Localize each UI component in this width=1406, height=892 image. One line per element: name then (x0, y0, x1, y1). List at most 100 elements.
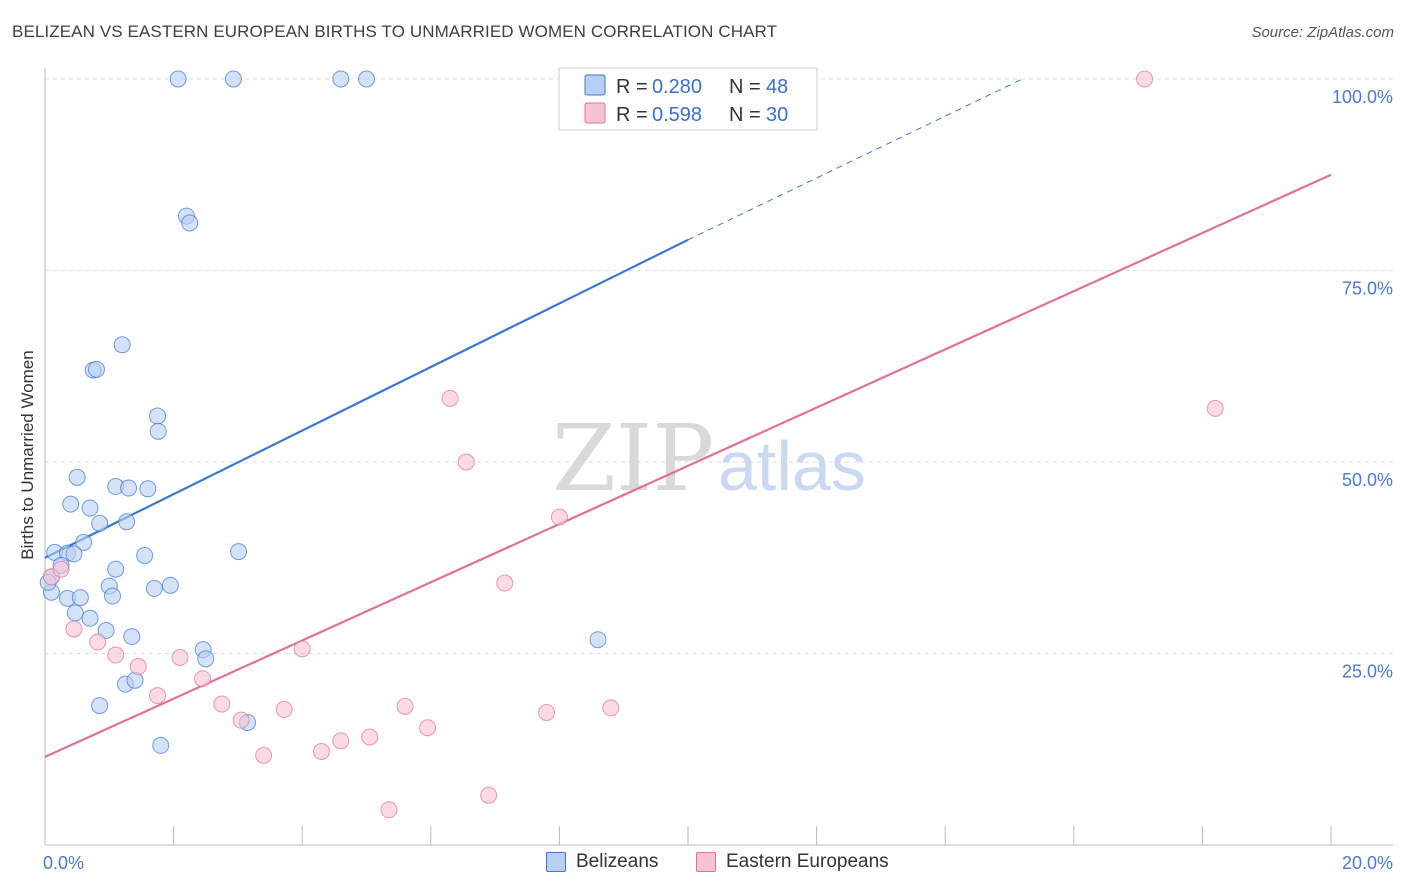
grid-lines (45, 78, 1393, 654)
axes (44, 68, 1393, 846)
eastern-european-point[interactable] (107, 646, 125, 664)
trend-line (44, 238, 689, 559)
x-tick-label: 0.0% (43, 853, 84, 873)
belizean-point[interactable] (97, 622, 115, 640)
eastern-european-point[interactable] (1206, 399, 1224, 417)
eastern-european-point[interactable] (312, 743, 330, 761)
eastern-european-point[interactable] (194, 670, 212, 688)
y-tick-label: 75.0% (1342, 279, 1393, 299)
belizean-point[interactable] (81, 609, 99, 627)
belizean-point[interactable] (126, 671, 144, 689)
eastern-european-point[interactable] (602, 699, 620, 717)
belizean-point[interactable] (332, 70, 350, 88)
belizean-point[interactable] (145, 579, 163, 597)
watermark-atlas: atlas (718, 427, 866, 505)
series-legend: Belizeans Eastern Europeans (0, 851, 1406, 879)
eastern-european-point[interactable] (232, 711, 250, 729)
legend-item-eastern-europeans[interactable]: Eastern Europeans (696, 851, 889, 873)
legend: R = 0.280 N = 48 R = 0.598 N = 30 (558, 67, 818, 131)
chart-title: BELIZEAN VS EASTERN EUROPEAN BIRTHS TO U… (12, 22, 778, 41)
legend-n-label: N = (729, 76, 761, 98)
belizean-point[interactable] (230, 543, 248, 561)
belizean-point[interactable] (181, 214, 199, 232)
eastern-europeans-swatch (696, 852, 716, 872)
eastern-european-point[interactable] (213, 695, 231, 713)
belizean-point[interactable] (91, 514, 109, 532)
eastern-european-point[interactable] (441, 389, 459, 407)
eastern-european-point[interactable] (293, 640, 311, 658)
belizean-point[interactable] (169, 70, 187, 88)
belizean-point[interactable] (104, 587, 122, 605)
belizean-point[interactable] (71, 589, 89, 607)
belizeans-swatch (546, 852, 566, 872)
belizean-point[interactable] (149, 422, 167, 440)
belizean-point[interactable] (136, 546, 154, 564)
legend-swatch-belizeans (584, 74, 606, 96)
legend-swatch-eastern-europeans (584, 102, 606, 124)
eastern-european-point[interactable] (89, 633, 107, 651)
eastern-european-point[interactable] (550, 508, 568, 526)
belizean-point[interactable] (107, 560, 125, 578)
belizean-point[interactable] (197, 650, 215, 668)
legend-n-value: 48 (766, 76, 788, 98)
legend-r-label: R = (616, 76, 648, 98)
x-tick-label: 20.0% (1342, 853, 1393, 873)
eastern-european-point[interactable] (129, 658, 147, 676)
eastern-european-point[interactable] (149, 687, 167, 705)
source-credit: Source: ZipAtlas.com (1251, 24, 1394, 41)
belizean-point[interactable] (358, 70, 375, 88)
eastern-european-point[interactable] (538, 703, 556, 721)
eastern-european-point[interactable] (332, 732, 350, 750)
eastern-european-point[interactable] (480, 786, 498, 804)
belizean-point[interactable] (65, 545, 83, 563)
y-tick-label: 100.0% (1332, 87, 1393, 107)
eastern-european-point[interactable] (65, 620, 83, 638)
legend-n-value: 30 (766, 104, 788, 126)
eastern-european-point[interactable] (380, 801, 398, 819)
legend-n-label: N = (729, 104, 761, 126)
legend-r-label: R = (616, 104, 648, 126)
legend-item-belizeans[interactable]: Belizeans (546, 851, 658, 873)
trend-line-extension (687, 78, 1023, 241)
belizean-point[interactable] (139, 480, 157, 498)
eastern-european-point[interactable] (275, 700, 293, 718)
eastern-european-point[interactable] (361, 728, 379, 746)
legend-r-value: 0.280 (652, 76, 702, 98)
belizean-point[interactable] (123, 628, 141, 646)
legend-r-value: 0.598 (652, 104, 702, 126)
watermark: ZIP atlas (552, 405, 866, 512)
belizean-point[interactable] (91, 697, 109, 715)
data-points (39, 70, 1224, 819)
eastern-european-point[interactable] (1136, 70, 1154, 88)
y-tick-label: 50.0% (1342, 470, 1393, 490)
belizean-point[interactable] (81, 499, 99, 517)
y-tick-label: 25.0% (1342, 662, 1393, 682)
belizean-point[interactable] (120, 479, 138, 497)
eastern-european-point[interactable] (52, 560, 70, 578)
eastern-european-point[interactable] (255, 746, 273, 764)
eastern-european-point[interactable] (396, 697, 414, 715)
belizean-point[interactable] (149, 407, 167, 425)
trend-lines (44, 78, 1332, 758)
eastern-european-point[interactable] (457, 453, 475, 471)
belizean-point[interactable] (87, 360, 105, 378)
belizean-point[interactable] (75, 533, 93, 551)
eastern-european-point[interactable] (496, 574, 514, 592)
belizean-point[interactable] (589, 631, 607, 649)
belizean-point[interactable] (161, 576, 179, 594)
trend-line (44, 173, 1332, 758)
belizean-point[interactable] (66, 604, 84, 622)
belizean-point[interactable] (224, 70, 242, 88)
legend-label-belizeans: Belizeans (576, 851, 659, 872)
tick-labels: 25.0% 50.0% 75.0% 100.0% 0.0% 20.0% (43, 87, 1393, 873)
belizean-point[interactable] (113, 336, 131, 354)
watermark-zip: ZIP (552, 405, 714, 512)
belizean-point[interactable] (68, 468, 86, 486)
belizean-point[interactable] (118, 513, 136, 531)
eastern-european-point[interactable] (419, 719, 437, 737)
eastern-european-point[interactable] (171, 648, 189, 666)
belizean-point[interactable] (152, 736, 170, 754)
legend-label-eastern-europeans: Eastern Europeans (726, 851, 889, 872)
belizean-point[interactable] (62, 495, 80, 513)
